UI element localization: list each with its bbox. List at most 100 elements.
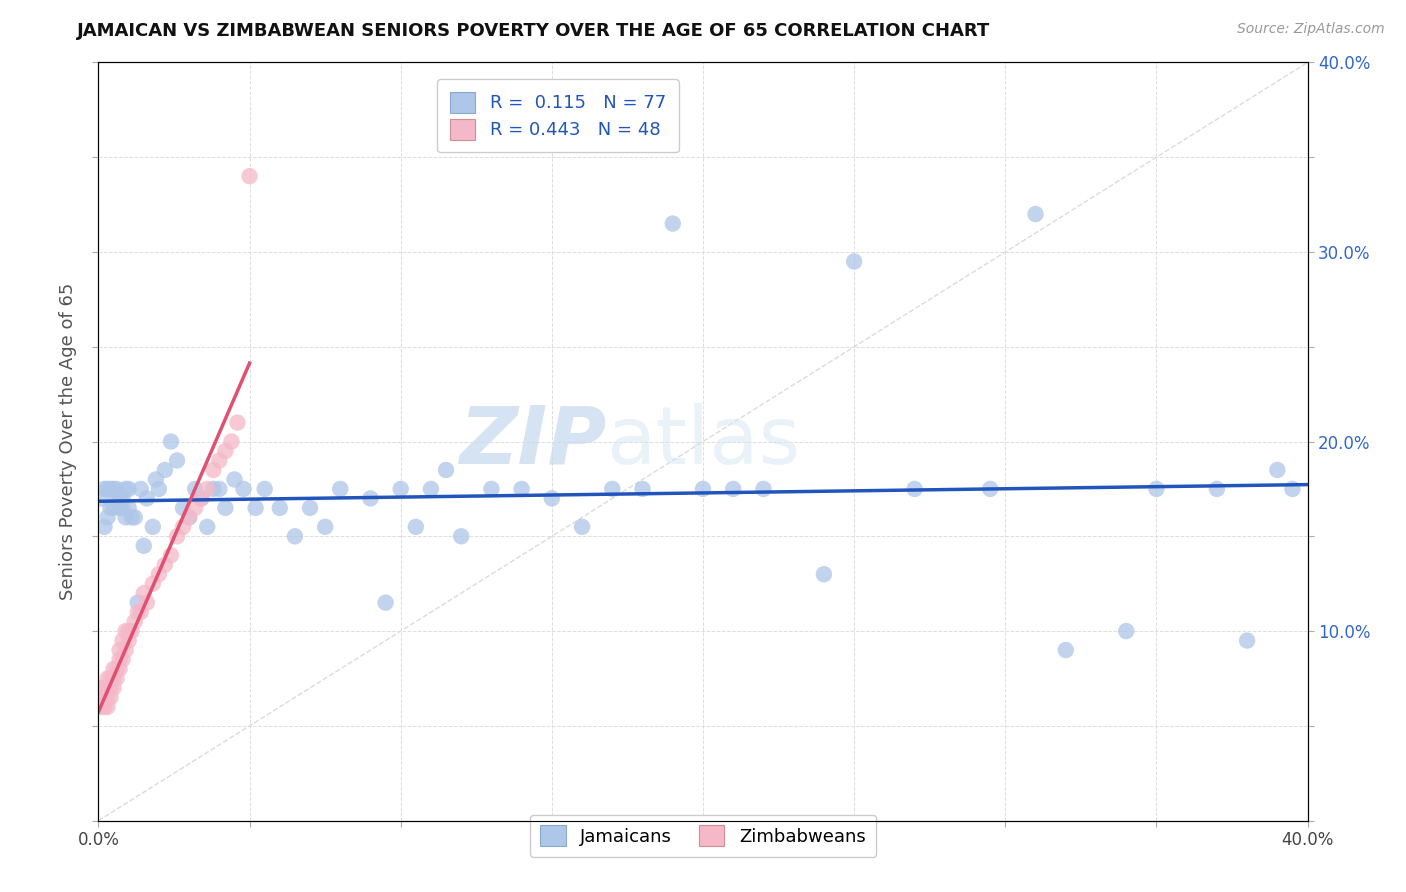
Point xyxy=(100,690,122,705)
Point xyxy=(93,681,115,695)
Point xyxy=(96,482,118,496)
Point xyxy=(90,690,112,705)
Point xyxy=(184,482,207,496)
Point xyxy=(132,539,155,553)
Point xyxy=(114,510,136,524)
Point xyxy=(284,529,307,543)
Point xyxy=(111,500,134,515)
Point xyxy=(129,605,152,619)
Point xyxy=(245,500,267,515)
Point xyxy=(224,473,246,487)
Point xyxy=(1281,482,1303,496)
Point xyxy=(253,482,276,496)
Point xyxy=(979,482,1001,496)
Point xyxy=(752,482,775,496)
Point xyxy=(93,482,115,496)
Point xyxy=(105,482,128,496)
Point xyxy=(450,529,472,543)
Point xyxy=(103,482,125,496)
Point xyxy=(208,453,231,467)
Point xyxy=(103,672,125,686)
Point xyxy=(145,473,167,487)
Point xyxy=(108,652,131,666)
Point xyxy=(103,681,125,695)
Point xyxy=(360,491,382,506)
Point xyxy=(153,558,176,572)
Point xyxy=(166,453,188,467)
Point xyxy=(90,491,112,506)
Text: Source: ZipAtlas.com: Source: ZipAtlas.com xyxy=(1237,22,1385,37)
Point xyxy=(111,652,134,666)
Point xyxy=(114,643,136,657)
Point xyxy=(221,434,243,449)
Point xyxy=(692,482,714,496)
Point xyxy=(232,482,254,496)
Point xyxy=(93,520,115,534)
Point xyxy=(195,482,218,496)
Point xyxy=(190,491,212,506)
Text: JAMAICAN VS ZIMBABWEAN SENIORS POVERTY OVER THE AGE OF 65 CORRELATION CHART: JAMAICAN VS ZIMBABWEAN SENIORS POVERTY O… xyxy=(77,22,991,40)
Point xyxy=(142,576,165,591)
Point xyxy=(148,567,170,582)
Point xyxy=(96,690,118,705)
Point xyxy=(114,624,136,639)
Point xyxy=(108,500,131,515)
Point xyxy=(208,482,231,496)
Legend: Jamaicans, Zimbabweans: Jamaicans, Zimbabweans xyxy=(530,814,876,857)
Point xyxy=(124,510,146,524)
Point xyxy=(179,510,201,524)
Point xyxy=(723,482,745,496)
Point xyxy=(93,699,115,714)
Point xyxy=(118,633,141,648)
Y-axis label: Seniors Poverty Over the Age of 65: Seniors Poverty Over the Age of 65 xyxy=(59,283,77,600)
Point xyxy=(844,254,866,268)
Point xyxy=(226,416,249,430)
Point xyxy=(148,482,170,496)
Point xyxy=(510,482,533,496)
Point xyxy=(405,520,427,534)
Point xyxy=(1236,633,1258,648)
Point xyxy=(100,681,122,695)
Point xyxy=(269,500,291,515)
Point xyxy=(105,672,128,686)
Point xyxy=(105,662,128,676)
Point xyxy=(114,482,136,496)
Point xyxy=(166,529,188,543)
Point xyxy=(195,520,218,534)
Point xyxy=(103,500,125,515)
Point xyxy=(602,482,624,496)
Point xyxy=(105,491,128,506)
Point xyxy=(96,699,118,714)
Point xyxy=(111,491,134,506)
Point xyxy=(179,510,201,524)
Point xyxy=(142,520,165,534)
Point xyxy=(1115,624,1137,639)
Point xyxy=(1144,482,1167,496)
Point xyxy=(420,482,443,496)
Point xyxy=(127,596,149,610)
Text: ZIP: ZIP xyxy=(458,402,606,481)
Point xyxy=(172,520,194,534)
Point xyxy=(108,491,131,506)
Point xyxy=(160,434,183,449)
Point xyxy=(135,491,157,506)
Point xyxy=(571,520,593,534)
Point xyxy=(103,662,125,676)
Point xyxy=(129,482,152,496)
Text: atlas: atlas xyxy=(606,402,800,481)
Point xyxy=(1024,207,1046,221)
Point xyxy=(118,624,141,639)
Point xyxy=(434,463,457,477)
Point xyxy=(314,520,336,534)
Point xyxy=(540,491,562,506)
Point xyxy=(108,643,131,657)
Point xyxy=(127,605,149,619)
Point xyxy=(904,482,927,496)
Point xyxy=(190,491,212,506)
Point xyxy=(100,482,122,496)
Point xyxy=(121,510,143,524)
Point xyxy=(1267,463,1289,477)
Point xyxy=(631,482,654,496)
Point xyxy=(90,699,112,714)
Point xyxy=(118,482,141,496)
